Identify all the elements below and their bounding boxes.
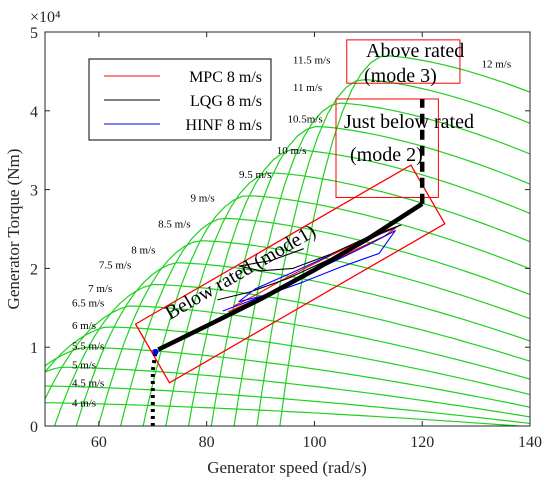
wind-curve bbox=[45, 346, 530, 408]
trajectory-line bbox=[217, 224, 402, 301]
x-tick-label: 120 bbox=[410, 434, 434, 451]
legend: MPC 8 m/s LQG 8 m/s HINF 8 m/s bbox=[88, 58, 272, 141]
wind-curve-label: 6.5 m/s bbox=[72, 297, 104, 309]
wind-curve bbox=[97, 240, 530, 426]
y-axis-title: Generator Torque (Nm) bbox=[4, 149, 23, 310]
y-tick-label: 3 bbox=[30, 183, 38, 200]
wind-curve-label: 5.5 m/s bbox=[72, 341, 104, 353]
mode1-box bbox=[134, 164, 446, 384]
wind-curve bbox=[142, 195, 530, 426]
wind-curve bbox=[279, 55, 530, 426]
wind-curve bbox=[75, 262, 530, 426]
legend-label-mpc: MPC 8 m/s bbox=[189, 69, 262, 86]
wind-curve-label: 9.5 m/s bbox=[239, 169, 271, 181]
plot-frame bbox=[44, 31, 531, 427]
wind-curve bbox=[45, 305, 530, 401]
y-tick-label: 5 bbox=[30, 25, 38, 42]
mode2-label-line1: Just below rated bbox=[344, 111, 474, 133]
wind-curve bbox=[45, 402, 520, 426]
operating-curve-solid bbox=[157, 201, 424, 352]
mode2-box bbox=[335, 98, 439, 198]
region-boxes bbox=[134, 39, 461, 384]
wind-curve-label: 12 m/s bbox=[482, 59, 512, 71]
wind-curve bbox=[210, 125, 530, 426]
legend-label-hinf: HINF 8 m/s bbox=[186, 117, 262, 134]
y-tick-label: 4 bbox=[30, 104, 38, 121]
wind-curve bbox=[233, 102, 530, 426]
operating-start-marker bbox=[152, 348, 159, 355]
mode2-label-line2: (mode 2) bbox=[350, 144, 423, 166]
wind-curve bbox=[256, 78, 530, 426]
x-tick-label: 60 bbox=[91, 434, 107, 451]
wind-curve-label: 8 m/s bbox=[131, 244, 155, 256]
operating-curve bbox=[150, 99, 425, 426]
y-exponent-label: ×10⁴ bbox=[30, 9, 61, 26]
axes: 60 80 100 120 140 0 1 2 3 4 5 bbox=[30, 25, 542, 451]
y-tick-label: 1 bbox=[30, 340, 38, 357]
wind-curve-label: 4 m/s bbox=[72, 397, 96, 409]
wind-curve-label: 7.5 m/s bbox=[99, 259, 131, 271]
y-tick-label: 2 bbox=[30, 261, 38, 278]
x-axis-title: Generator speed (rad/s) bbox=[207, 458, 367, 477]
wind-curve-label: 6 m/s bbox=[72, 320, 96, 332]
wind-curve bbox=[53, 283, 530, 426]
wind-curve bbox=[45, 326, 530, 396]
mode3-label-line2: (mode 3) bbox=[364, 65, 437, 87]
wind-curve-label: 5 m/s bbox=[72, 360, 96, 372]
wind-curve bbox=[165, 172, 530, 426]
x-tick-label: 100 bbox=[302, 434, 326, 451]
y-tick-label: 0 bbox=[30, 419, 38, 436]
wind-curve-label: 10.5m/s bbox=[288, 114, 323, 126]
wind-curve-label: 4.5 m/s bbox=[72, 378, 104, 390]
mode3-box bbox=[346, 39, 461, 84]
wind-curve-label: 7 m/s bbox=[88, 283, 112, 295]
wind-curve bbox=[187, 149, 530, 426]
wind-curve-label: 8.5 m/s bbox=[158, 218, 190, 230]
wind-speed-curves bbox=[45, 55, 530, 426]
wind-speed-labels: 4 m/s 4.5 m/s 5 m/s 5.5 m/s 6 m/s 6.5 m/s 7 m/… bbox=[72, 55, 511, 410]
wind-curve bbox=[120, 217, 530, 426]
wind-curve bbox=[45, 366, 530, 418]
wind-curve bbox=[45, 385, 530, 425]
wind-curve-label: 9 m/s bbox=[191, 192, 215, 204]
wind-curve-label: 11 m/s bbox=[293, 82, 322, 94]
wind-curve-label: 11.5 m/s bbox=[293, 55, 331, 67]
x-tick-label: 140 bbox=[518, 434, 542, 451]
wind-curve-label: 10 m/s bbox=[277, 145, 307, 157]
legend-label-lqg: LQG 8 m/s bbox=[190, 93, 262, 110]
x-tick-label: 80 bbox=[199, 434, 215, 451]
mode3-label-line1: Above rated bbox=[366, 40, 464, 62]
